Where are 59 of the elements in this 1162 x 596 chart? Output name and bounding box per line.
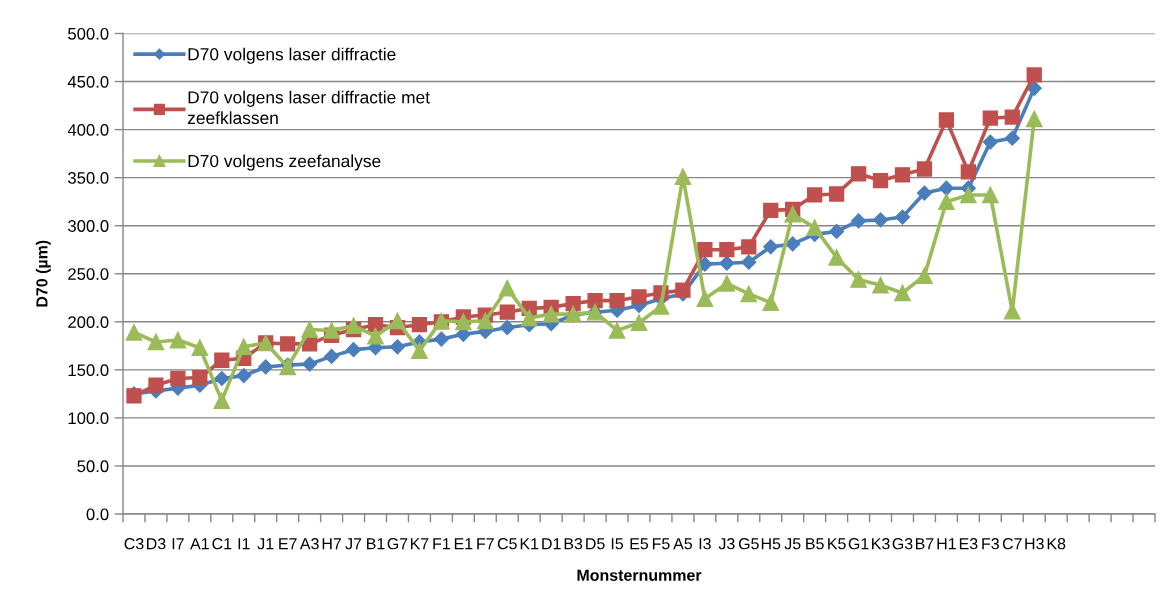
x-tick-label: A1 [190,538,209,550]
y-tick-label: 300.0 [68,220,109,232]
x-tick-label: K8 [1047,538,1066,550]
x-tick-label: F1 [433,538,450,550]
x-tick-label: H3 [1025,538,1044,550]
x-tick-label: F7 [477,538,494,550]
x-tick-label: H1 [937,538,956,550]
x-tick-label: G5 [738,538,759,550]
x-tick-label: F5 [652,538,670,550]
x-tick-label: K1 [520,538,539,550]
x-tick-label: F3 [982,538,999,550]
x-tick-label: C1 [212,538,232,550]
legend-label: D70 volgens zeefanalyse [188,154,381,171]
x-tick-label: G1 [848,538,869,550]
y-tick-label: 350.0 [68,172,109,184]
x-tick-label: J5 [784,538,801,550]
x-tick-label: D3 [147,538,166,550]
x-tick-label: I5 [611,538,624,550]
x-tick-label: H7 [322,538,341,550]
x-tick-label: B1 [367,538,385,550]
x-tick-label: K7 [410,538,429,550]
x-tick-label: I1 [238,538,250,550]
x-tick-label: J3 [718,538,735,550]
x-tick-label: B7 [915,538,934,550]
x-axis-title: Monsternummer [577,569,702,581]
y-tick-label: 400.0 [67,124,109,136]
x-tick-label: H5 [761,538,781,550]
y-tick-label: 500.0 [68,27,109,40]
legend-label: D70 volgens laser diffractie met zeefklassen [187,90,430,125]
y-axis-title: D70 (µm) [35,240,51,307]
x-tick-label: C3 [124,538,144,550]
x-tick-label: J1 [257,538,274,550]
x-tick-label: D1 [542,538,561,550]
x-tick-label: G7 [387,538,408,550]
y-tick-label: 200.0 [68,316,109,328]
y-tick-label: 250.0 [68,268,109,280]
y-tick-label: 100.0 [68,412,109,425]
x-tick-label: I3 [699,538,711,550]
y-tick-label: 50.0 [77,460,109,473]
x-tick-label: D5 [586,538,605,550]
x-tick-label: C7 [1002,538,1022,550]
x-tick-label: E1 [454,538,473,550]
x-tick-label: J7 [345,538,362,550]
y-tick-label: 150.0 [68,364,109,377]
x-tick-label: G3 [892,538,913,550]
x-tick-label: A5 [673,538,693,550]
x-tick-label: K3 [872,538,890,550]
x-tick-label: E5 [630,538,649,550]
x-tick-label: B5 [806,538,824,550]
x-tick-label: E3 [959,538,978,550]
x-tick-label: A3 [299,538,319,550]
x-tick-label: C5 [497,538,517,550]
x-tick-label: E7 [279,538,297,550]
x-tick-label: B3 [564,538,583,550]
y-tick-label: 0.0 [86,508,109,521]
x-tick-label: K5 [828,538,846,550]
y-tick-label: 450.0 [67,75,109,88]
x-tick-label: I7 [172,538,184,550]
legend-label: D70 volgens laser diffractie [188,47,396,64]
